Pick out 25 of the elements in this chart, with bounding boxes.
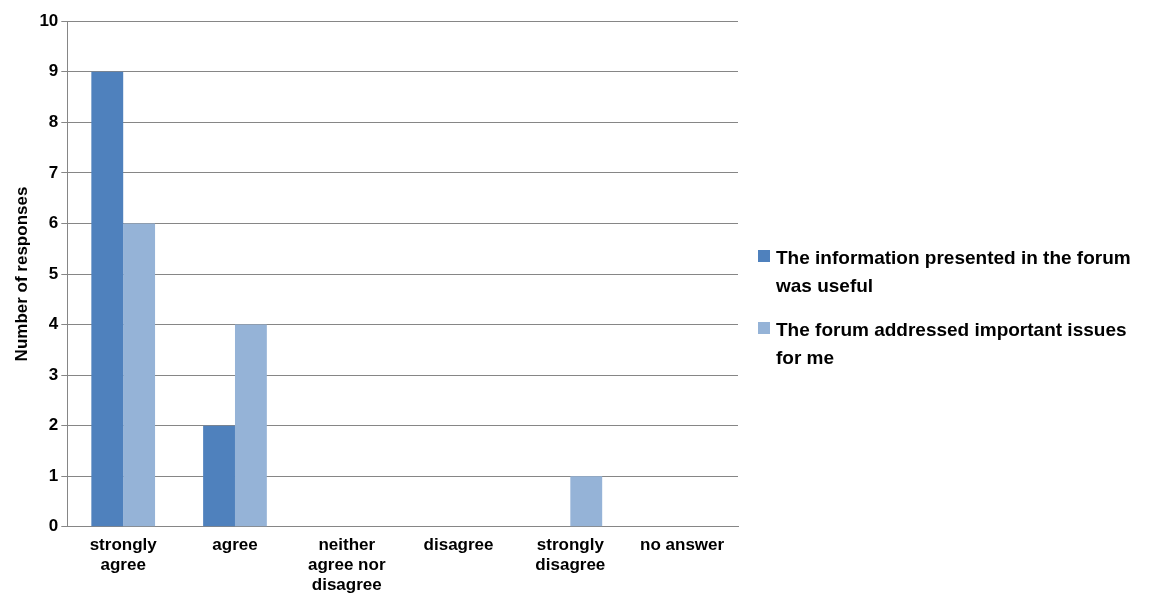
bar (91, 71, 124, 527)
x-tick-label: no answer (640, 534, 725, 554)
y-tick-label: 4 (48, 314, 59, 334)
x-tick-label: neither agree nor disagree (308, 534, 386, 595)
y-tick-label: 9 (48, 61, 59, 81)
x-tick-label: disagree (423, 534, 494, 554)
y-tick-label: 6 (48, 213, 59, 233)
y-tick-label: 7 (48, 162, 59, 182)
legend-label: The information presented in the forum was useful (776, 246, 1132, 298)
legend-label: The forum addressed important issues for me (776, 318, 1128, 370)
y-tick-label: 10 (39, 10, 59, 30)
y-axis-title: Number of responses (11, 186, 31, 362)
bar (123, 223, 156, 527)
bar (203, 425, 235, 527)
x-tick-label: strongly disagree (535, 534, 606, 575)
y-tick-label: 3 (48, 364, 59, 384)
x-tick-label: agree (212, 534, 258, 554)
y-tick-label: 2 (48, 415, 59, 435)
bar (570, 476, 603, 527)
y-tick-label: 8 (48, 112, 59, 132)
y-tick-label: 1 (48, 465, 59, 485)
x-tick-label: strongly agree (89, 534, 158, 575)
y-tick-label: 5 (48, 263, 59, 283)
bar (234, 324, 267, 527)
y-tick-label: 0 (48, 516, 59, 536)
